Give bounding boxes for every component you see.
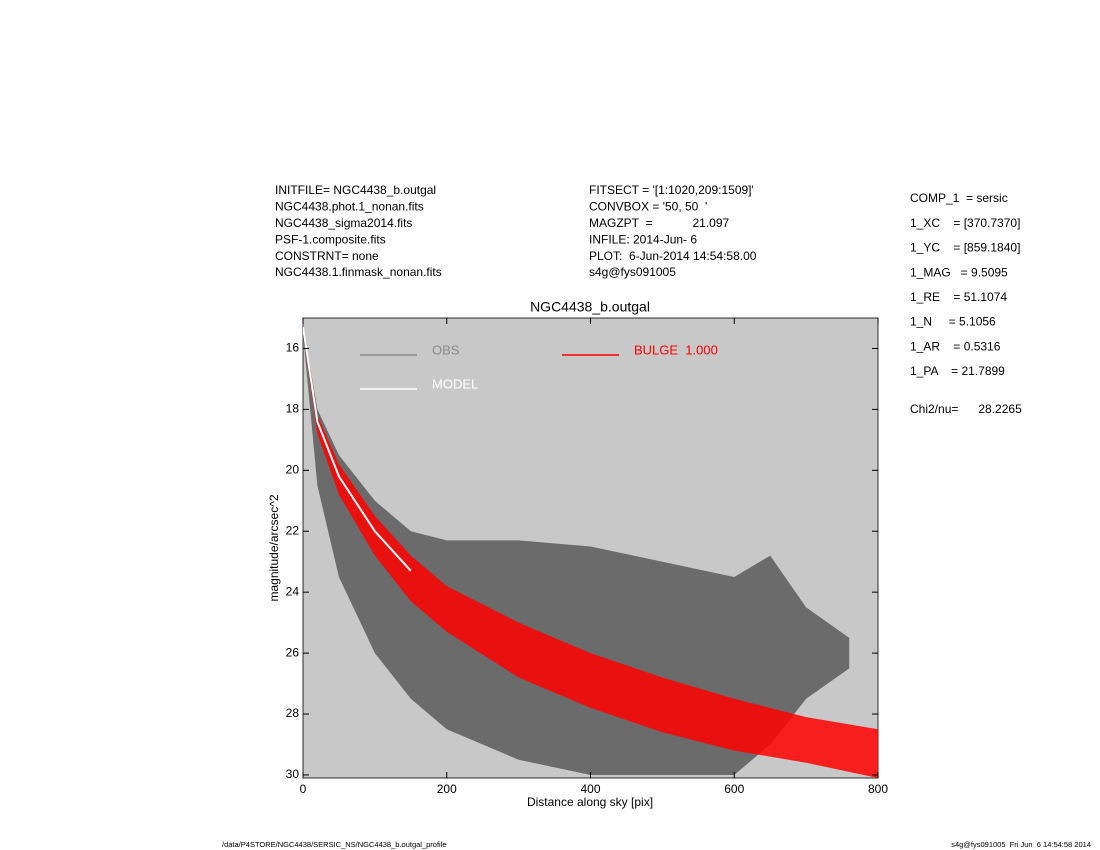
legend-label: BULGE 1.000 [634, 342, 718, 357]
fit-parameter: 1_AR = 0.5316 [910, 339, 1001, 353]
y-tick-label: 26 [286, 645, 300, 659]
fit-parameter: 1_N = 5.1056 [910, 315, 996, 329]
header-line: NGC4438.phot.1_nonan.fits [275, 200, 424, 214]
x-tick-label: 800 [868, 782, 888, 796]
y-tick-label: 18 [286, 402, 300, 416]
legend-label: OBS [432, 342, 460, 357]
y-tick-label: 22 [286, 523, 300, 537]
y-tick-label: 20 [286, 462, 300, 476]
fit-parameter: 1_RE = 51.1074 [910, 290, 1007, 304]
x-tick-label: 200 [437, 782, 457, 796]
header-line: FITSECT = '[1:1020,209:1509]' [589, 183, 754, 197]
header-line: NGC4438_sigma2014.fits [275, 216, 412, 230]
y-axis-label: magnitude/arcsec^2 [267, 494, 281, 601]
fit-parameter: 1_XC = [370.7370] [910, 216, 1020, 230]
header-line: CONSTRNT= none [275, 249, 379, 263]
fit-parameter: 1_YC = [859.1840] [910, 241, 1020, 255]
scatter-band [303, 324, 850, 775]
x-axis-label: Distance along sky [pix] [527, 795, 653, 809]
header-line: INITFILE= NGC4438_b.outgal [275, 183, 436, 197]
header-line: s4g@fys091005 [589, 265, 676, 279]
scatter-band [303, 324, 878, 778]
chi-square: Chi2/nu= 28.2265 [910, 402, 1022, 416]
footer-path: /data/P4STORE/NGC4438/SERSIC_NS/NGC4438_… [222, 840, 447, 849]
header-line: NGC4438.1.finmask_nonan.fits [275, 265, 442, 279]
legend-label: MODEL [432, 376, 478, 391]
fit-parameter: 1_PA = 21.7899 [910, 364, 1005, 378]
x-tick-label: 600 [724, 782, 744, 796]
header-line: CONVBOX = '50, 50 ' [589, 200, 707, 214]
y-tick-label: 24 [286, 584, 300, 598]
y-tick-label: 30 [286, 767, 300, 781]
footer-stamp: s4g@fys091005 Fri Jun 6 14:54:58 2014 [951, 840, 1091, 849]
chart-title: NGC4438_b.outgal [530, 299, 650, 315]
fit-parameter: 1_MAG = 9.5095 [910, 265, 1008, 279]
x-tick-label: 400 [580, 782, 600, 796]
y-tick-label: 28 [286, 706, 300, 720]
header-line: PSF-1.composite.fits [275, 232, 386, 246]
plot-layer [303, 324, 878, 778]
model-line [303, 326, 412, 572]
header-line: PLOT: 6-Jun-2014 14:54:58.00 [589, 249, 757, 263]
x-tick-label: 0 [300, 782, 307, 796]
header-line: MAGZPT = 21.097 [589, 216, 729, 230]
y-tick-label: 16 [286, 341, 300, 355]
fit-parameter: COMP_1 = sersic [910, 191, 1008, 205]
header-line: INFILE: 2014-Jun- 6 [589, 232, 697, 246]
